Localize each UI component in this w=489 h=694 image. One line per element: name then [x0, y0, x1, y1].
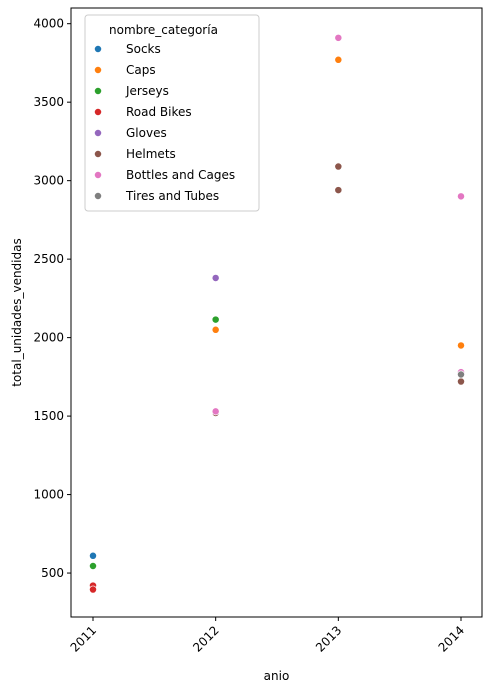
- legend-item: Bottles and Cages: [94, 168, 235, 182]
- data-point-jerseys: [89, 562, 97, 570]
- data-point-bottles-and-cages: [457, 192, 465, 201]
- data-point-caps: [334, 55, 343, 64]
- data-point-helmets: [457, 377, 465, 386]
- legend-label: Jerseys: [125, 84, 169, 98]
- y-tick-label: 500: [41, 566, 64, 580]
- legend-box: [84, 14, 260, 212]
- plot-frame: [70, 7, 483, 618]
- legend-marker: [94, 87, 102, 95]
- data-point-gloves: [211, 274, 220, 282]
- data-point-tires-and-tubes: [457, 370, 465, 379]
- y-tick-label: 4000: [33, 17, 64, 31]
- data-point-helmets: [334, 186, 343, 195]
- legend-marker: [94, 150, 102, 158]
- data-point-jerseys: [211, 315, 220, 324]
- legend-items: Socks Caps Jerseys Road Bikes Gloves Helmets B…: [94, 42, 235, 203]
- y-tick-label: 1000: [33, 488, 64, 502]
- data-point-road-bikes: [89, 585, 97, 594]
- legend-label: Helmets: [126, 147, 176, 161]
- legend-label: Socks: [126, 42, 161, 56]
- legend-marker: [94, 192, 102, 200]
- y-tick-label: 1500: [33, 409, 64, 423]
- legend-label: Caps: [126, 63, 156, 77]
- data-point-helmets: [334, 162, 343, 171]
- y-tick-label: 3500: [33, 95, 64, 109]
- legend-item: Socks: [94, 42, 161, 56]
- legend-marker: [94, 45, 102, 53]
- x-axis-label: anio: [264, 669, 290, 683]
- legend-label: Bottles and Cages: [126, 168, 235, 182]
- legend-item: Road Bikes: [94, 105, 192, 119]
- legend: nombre_categoría Socks Caps Jerseys Road Bi…: [84, 14, 260, 212]
- legend-item: Gloves: [94, 126, 167, 140]
- legend-label: Gloves: [126, 126, 167, 140]
- y-tick-label: 2500: [33, 252, 64, 266]
- data-point-caps: [457, 341, 465, 350]
- legend-item: Tires and Tubes: [94, 189, 219, 203]
- legend-item: Jerseys: [94, 84, 169, 98]
- data-points: [89, 33, 465, 594]
- legend-label: Tires and Tubes: [125, 189, 219, 203]
- legend-item: Caps: [94, 63, 156, 77]
- legend-title: nombre_categoría: [109, 23, 218, 37]
- data-point-socks: [89, 551, 97, 560]
- legend-marker: [94, 129, 102, 137]
- y-tick-label: 3000: [33, 174, 64, 188]
- data-point-bottles-and-cages: [211, 407, 220, 416]
- y-axis-label: total_unidades_vendidas: [10, 238, 24, 386]
- legend-marker: [94, 108, 102, 116]
- y-tick-label: 2000: [33, 331, 64, 345]
- data-point-bottles-and-cages: [334, 33, 343, 42]
- data-point-caps: [211, 325, 220, 334]
- legend-label: Road Bikes: [126, 105, 192, 119]
- legend-marker: [94, 66, 102, 74]
- legend-item: Helmets: [94, 147, 176, 161]
- legend-marker: [94, 171, 102, 179]
